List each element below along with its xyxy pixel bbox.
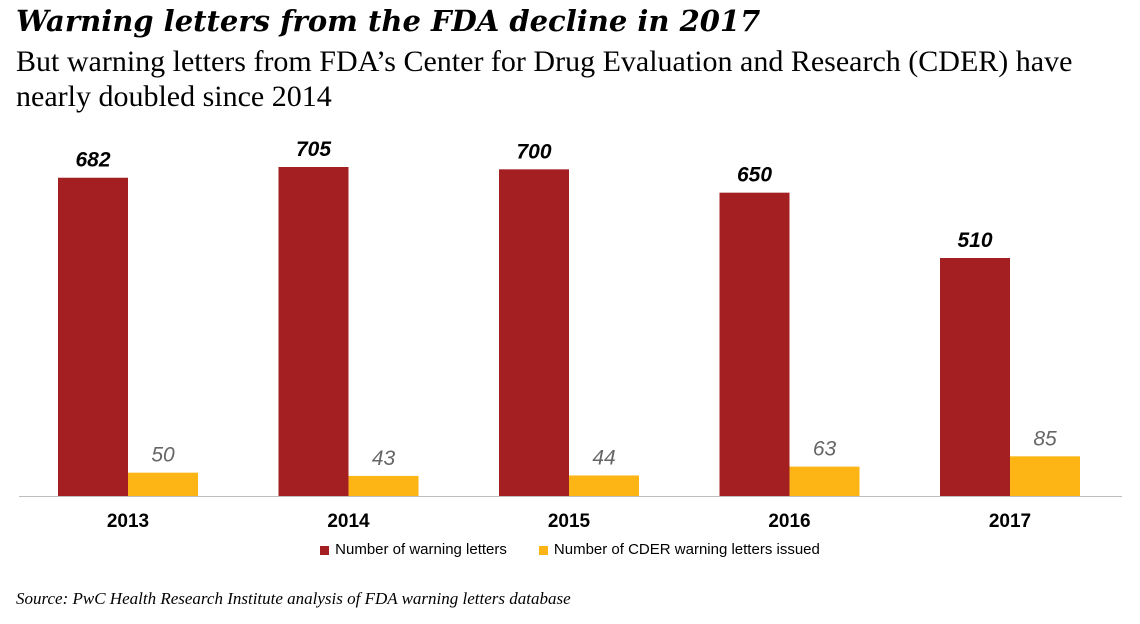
data-label-warning-letters-2014: 705 — [296, 138, 331, 161]
source-note: Source: PwC Health Research Institute an… — [16, 589, 571, 608]
bar-chart: 682 50 2013 705 43 2014 700 44 2015 650 63 2016 510 8… — [19, 138, 1122, 532]
legend-label-series-b: Number of CDER warning letters issued — [553, 541, 820, 558]
data-label-warning-letters-2015: 700 — [516, 140, 551, 163]
data-label-warning-letters-2017: 510 — [957, 229, 992, 252]
data-label-warning-letters-2013: 682 — [75, 149, 110, 172]
chart-title: Warning letters from the FDA decline in … — [16, 4, 761, 38]
bar-cder-letters-2015 — [569, 475, 639, 496]
chart-subtitle: But warning letters from FDA’s Center fo… — [16, 45, 1073, 113]
x-tick-label-2014: 2014 — [327, 511, 370, 532]
x-tick-label-2015: 2015 — [548, 511, 591, 532]
legend-swatch-series-a — [320, 545, 330, 555]
data-label-cder-letters-2015: 44 — [592, 446, 615, 469]
x-tick-label-2017: 2017 — [989, 511, 1031, 532]
bar-warning-letters-2016 — [719, 192, 790, 496]
data-label-warning-letters-2016: 650 — [737, 164, 772, 187]
data-label-cder-letters-2017: 85 — [1033, 427, 1057, 450]
data-label-cder-letters-2013: 50 — [151, 444, 175, 467]
bar-cder-letters-2013 — [128, 472, 198, 496]
data-label-cder-letters-2016: 63 — [813, 438, 837, 461]
bar-cder-letters-2016 — [789, 466, 860, 496]
bar-warning-letters-2015 — [499, 169, 569, 497]
bar-warning-letters-2013 — [58, 177, 128, 496]
legend-label-series-a: Number of warning letters — [335, 541, 507, 558]
data-label-cder-letters-2014: 43 — [372, 447, 396, 470]
legend-item-series-b: Number of CDER warning letters issued — [538, 541, 820, 559]
bar-cder-letters-2014 — [348, 475, 419, 496]
legend-item-series-a: Number of warning letters — [320, 541, 507, 559]
x-tick-label-2013: 2013 — [107, 511, 149, 532]
bar-cder-letters-2017 — [1010, 456, 1080, 496]
chart-legend: Number of warning letters Number of CDER… — [0, 541, 1140, 559]
bar-warning-letters-2017 — [940, 258, 1010, 496]
legend-swatch-series-b — [538, 545, 548, 555]
bar-warning-letters-2014 — [278, 167, 349, 496]
x-tick-label-2016: 2016 — [768, 511, 810, 532]
